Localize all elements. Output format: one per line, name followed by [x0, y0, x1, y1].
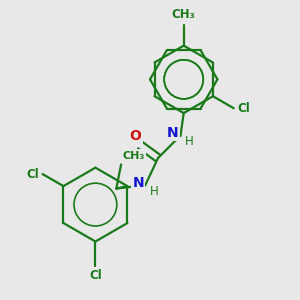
Text: O: O [130, 129, 142, 142]
Text: Cl: Cl [89, 269, 102, 282]
Text: CH₃: CH₃ [172, 8, 196, 21]
Text: CH₃: CH₃ [123, 151, 145, 160]
Text: Cl: Cl [27, 168, 39, 181]
Text: N: N [132, 176, 144, 190]
Text: H: H [150, 184, 158, 198]
Text: H: H [185, 135, 194, 148]
Text: N: N [167, 126, 178, 140]
Text: Cl: Cl [237, 102, 250, 115]
